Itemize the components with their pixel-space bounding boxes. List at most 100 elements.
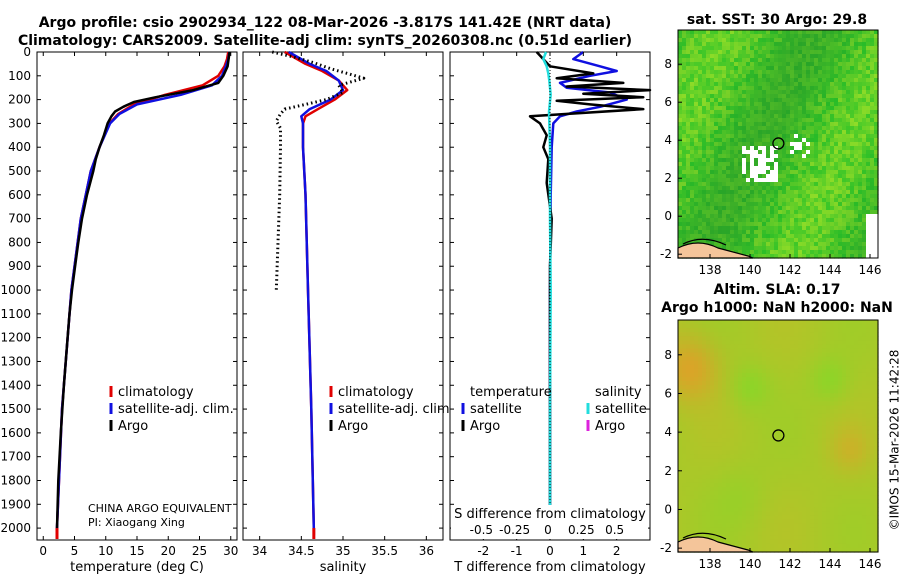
map-cell xyxy=(678,320,683,325)
map-cell xyxy=(866,162,871,167)
map-cell xyxy=(794,409,799,415)
map-cell xyxy=(834,462,839,468)
map-cell xyxy=(686,360,691,366)
map-cell xyxy=(862,450,867,455)
map-cell xyxy=(726,138,731,143)
series-line-temperature-satellite xyxy=(548,50,628,529)
map-cell xyxy=(822,230,827,235)
map-cell xyxy=(846,38,851,43)
map-cell xyxy=(842,214,847,219)
map-cell xyxy=(782,336,787,341)
map-cell xyxy=(810,214,815,219)
map-cell xyxy=(858,78,863,83)
map-cell xyxy=(678,158,683,163)
map-cell xyxy=(726,381,731,386)
map-cell xyxy=(702,50,707,55)
map-cell xyxy=(862,146,867,151)
map-cell xyxy=(766,324,771,329)
map-cell xyxy=(710,158,715,163)
map-cell xyxy=(838,328,843,333)
map-cell xyxy=(794,368,799,374)
map-cell xyxy=(758,385,763,390)
map-cell xyxy=(858,90,863,95)
map-cell xyxy=(874,417,879,423)
map-cell xyxy=(810,126,815,131)
map-cell xyxy=(846,142,851,147)
map-cell xyxy=(838,368,843,374)
map-cell xyxy=(862,442,867,447)
map-cell xyxy=(874,381,879,386)
map-cell xyxy=(734,130,739,135)
map-cell xyxy=(762,82,767,87)
map-cell xyxy=(686,385,691,390)
map-cell xyxy=(710,356,715,362)
map-cell xyxy=(726,170,731,175)
map-cell xyxy=(818,246,823,251)
map-cell xyxy=(866,70,871,75)
map-cell xyxy=(842,198,847,203)
map-cell xyxy=(846,466,851,472)
map-cell xyxy=(686,134,691,139)
map-cell xyxy=(706,222,711,227)
map-cell xyxy=(782,401,787,407)
map-cell xyxy=(698,178,703,183)
map-cell xyxy=(814,222,819,227)
map-cell xyxy=(870,198,875,203)
map-cell xyxy=(754,364,759,370)
map-cell xyxy=(762,158,767,163)
map-cell xyxy=(766,118,771,123)
map-cell xyxy=(730,102,735,107)
map-cell xyxy=(762,360,767,366)
map-cell xyxy=(830,202,835,207)
map-cell xyxy=(790,182,795,187)
map-cell xyxy=(782,42,787,47)
map-cell xyxy=(850,393,855,398)
map-cell xyxy=(726,166,731,171)
map-cell xyxy=(730,94,735,99)
map-cell xyxy=(822,222,827,227)
map-cell xyxy=(714,86,719,91)
map-cell xyxy=(818,385,823,390)
map-cell xyxy=(802,102,807,107)
x-tick-label: 25 xyxy=(192,544,207,558)
map-cell xyxy=(794,230,799,235)
map-cell xyxy=(762,130,767,135)
map-cell xyxy=(802,446,807,451)
map-cell xyxy=(830,324,835,329)
map-cell xyxy=(818,222,823,227)
map-cell xyxy=(738,226,743,231)
map-cell xyxy=(678,446,683,451)
map-cell xyxy=(698,38,703,43)
map-cell xyxy=(826,74,831,79)
map-cell xyxy=(722,446,727,451)
map-cell xyxy=(690,364,695,370)
map-cell xyxy=(838,356,843,362)
map-cell xyxy=(770,324,775,329)
map-cell xyxy=(786,332,791,337)
map-cell xyxy=(794,122,799,127)
map-cell xyxy=(786,170,791,175)
map-cell xyxy=(862,50,867,55)
map-cell xyxy=(826,218,831,223)
map-cell xyxy=(790,70,795,75)
map-cell xyxy=(790,118,795,123)
map-cell xyxy=(794,405,799,411)
map-cell xyxy=(846,90,851,95)
map-cell xyxy=(814,234,819,239)
map-cell xyxy=(870,162,875,167)
map-cell xyxy=(734,62,739,67)
map-cell xyxy=(714,30,719,35)
map-cell xyxy=(810,210,815,215)
map-cell xyxy=(770,34,775,39)
map-cell xyxy=(850,442,855,447)
map-cell xyxy=(682,190,687,195)
map-cell xyxy=(774,214,779,219)
map-cell xyxy=(806,446,811,451)
map-cell xyxy=(770,332,775,337)
map-cell xyxy=(706,110,711,115)
map-cell xyxy=(714,126,719,131)
lat-tick-label: 4 xyxy=(664,133,672,147)
map-cell xyxy=(874,94,879,99)
map-cell xyxy=(718,38,723,43)
map-cell xyxy=(682,154,687,159)
